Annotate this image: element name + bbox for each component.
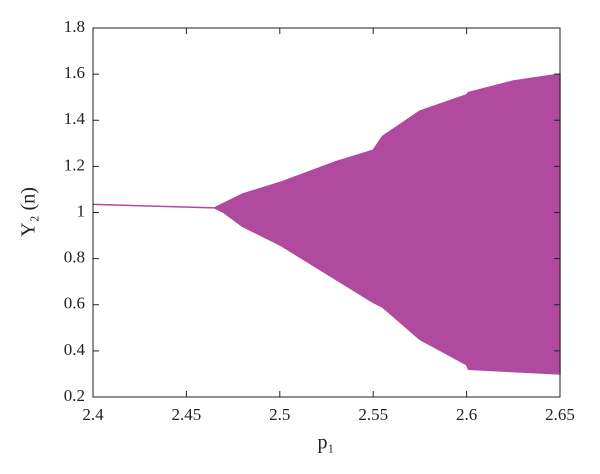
x-tick-label: 2.65 [545,405,575,424]
y-tick-label: 1.6 [64,63,85,82]
y-tick-label: 1.8 [64,17,85,36]
y-tick-label: 1.4 [64,109,86,128]
y-tick-label: 1 [77,201,86,220]
y-tick-label: 0.6 [64,294,85,313]
y-tick-label: 0.2 [64,386,85,405]
band-area [92,73,561,375]
x-tick-label: 2.5 [269,405,290,424]
x-tick-label: 2.6 [456,405,477,424]
y-tick-label: 0.4 [64,340,86,359]
y-tick-label: 0.8 [64,248,85,267]
x-tick-label: 2.55 [358,405,388,424]
y-tick-label: 1.2 [64,155,85,174]
y-axis-label: Y₂ (n) [18,187,40,237]
x-tick-label: 2.4 [82,405,104,424]
x-axis-label: p₁ [318,432,335,454]
x-tick-label: 2.45 [172,405,202,424]
